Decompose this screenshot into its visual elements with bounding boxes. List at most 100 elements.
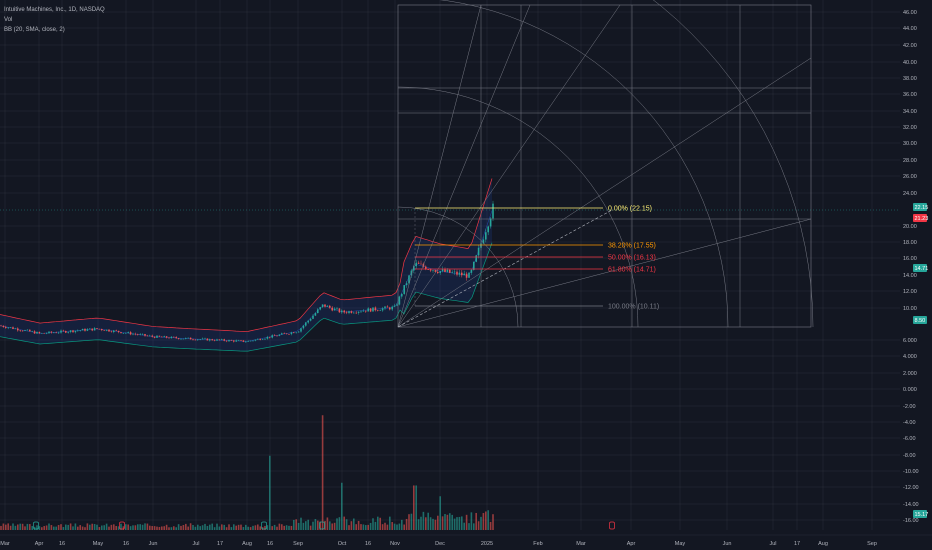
time-axis[interactable]: Mar Apr 16 May 16 Jun Jul 17 Aug 16 Sep Oct 16 Nov Dec… bbox=[0, 534, 932, 547]
candle-body bbox=[276, 335, 278, 337]
candle-body bbox=[91, 328, 93, 331]
volume-bar bbox=[199, 526, 201, 530]
volume-bar bbox=[278, 523, 281, 530]
volume-bar bbox=[91, 523, 93, 530]
volume-bar bbox=[122, 526, 125, 530]
candle-body bbox=[170, 336, 173, 339]
volume-bar bbox=[367, 524, 369, 530]
volume-bar bbox=[9, 525, 12, 530]
volume-bar bbox=[453, 518, 456, 530]
volume-bar bbox=[29, 524, 31, 530]
price-axis[interactable]: 46.00 44.00 42.00 40.00 38.00 36.00 34.00 32.00… bbox=[903, 10, 919, 524]
candle-body bbox=[307, 320, 309, 323]
candle-body bbox=[31, 331, 33, 332]
volume-bar bbox=[127, 524, 129, 530]
candle-body bbox=[336, 308, 338, 310]
candle-body bbox=[317, 309, 319, 314]
candle-body bbox=[218, 339, 221, 341]
price-axis-tick: 34.00 bbox=[903, 109, 917, 115]
candle-body bbox=[93, 328, 96, 331]
gann-arc bbox=[397, 206, 519, 328]
bollinger-upper bbox=[0, 178, 493, 332]
candle-body bbox=[372, 307, 374, 312]
candle-body bbox=[321, 304, 324, 308]
volume-bar bbox=[417, 519, 420, 530]
price-axis-tick: 14.00 bbox=[903, 273, 917, 279]
candle-body bbox=[281, 333, 283, 335]
time-axis-tick: 16 bbox=[123, 541, 129, 547]
price-axis-tick: 2.000 bbox=[903, 371, 917, 377]
candle-body bbox=[381, 308, 384, 311]
volume-bar bbox=[65, 524, 67, 530]
candle-body bbox=[60, 330, 62, 333]
candle-body bbox=[283, 333, 285, 334]
volume-bar bbox=[410, 513, 413, 530]
candle-body bbox=[261, 339, 264, 340]
volume-bar bbox=[161, 526, 163, 530]
candle-body bbox=[201, 338, 204, 340]
candle-body bbox=[331, 307, 333, 311]
candle-body bbox=[461, 272, 463, 276]
price-axis-tick: 30.00 bbox=[903, 141, 917, 147]
volume-bar bbox=[456, 517, 458, 530]
volume-bar bbox=[235, 525, 237, 530]
candle-body bbox=[245, 341, 247, 343]
candle-body bbox=[55, 332, 57, 334]
volume-bar bbox=[336, 518, 338, 530]
gann-arc bbox=[440, 0, 729, 328]
candle-body bbox=[425, 266, 427, 270]
volume-bar bbox=[305, 521, 307, 530]
volume-bar bbox=[197, 524, 199, 530]
volume-bar bbox=[425, 517, 427, 530]
price-axis-tick: 40.00 bbox=[903, 60, 917, 66]
candle-body bbox=[5, 327, 7, 329]
volume-bar bbox=[120, 523, 122, 530]
candle-body bbox=[269, 336, 271, 338]
volume-bar bbox=[343, 516, 345, 530]
candle-body bbox=[446, 269, 449, 272]
volume-bar bbox=[485, 511, 487, 530]
volume-bar bbox=[33, 526, 36, 530]
candle-body bbox=[103, 330, 105, 331]
candle-body bbox=[420, 263, 422, 265]
price-tag-box bbox=[913, 510, 927, 518]
candle-body bbox=[302, 325, 305, 329]
gann-fan-line bbox=[397, 218, 812, 328]
candle-body bbox=[199, 339, 201, 340]
candle-body bbox=[185, 337, 187, 339]
candle-body bbox=[137, 334, 139, 335]
volume-bar bbox=[132, 525, 134, 530]
price-axis-tick: 46.00 bbox=[903, 10, 917, 16]
candle-body bbox=[324, 304, 326, 307]
fib-level-label: 38.20% (17.55) bbox=[608, 243, 656, 250]
candle-body bbox=[444, 269, 446, 272]
volume-bar bbox=[271, 526, 273, 530]
price-axis-tick: -2.00 bbox=[903, 404, 916, 410]
volume-bar bbox=[434, 519, 437, 530]
candle-body bbox=[77, 330, 79, 332]
volume-bar bbox=[129, 526, 132, 530]
price-axis-tick: 26.00 bbox=[903, 174, 917, 180]
time-axis-tick: Jun bbox=[149, 541, 158, 547]
gann-fan-drawing[interactable] bbox=[397, 0, 814, 328]
candle-body bbox=[374, 307, 377, 311]
price-axis-tick: 18.00 bbox=[903, 240, 917, 246]
candle-body bbox=[489, 218, 492, 227]
volume-bar bbox=[177, 524, 180, 530]
candle-body bbox=[360, 311, 362, 313]
price-axis-tick: 38.00 bbox=[903, 76, 917, 82]
fibonacci-retracement[interactable]: 0.00% (22.15) 38.20% (17.55) 50.00% (16.13… bbox=[414, 206, 659, 311]
candle-body bbox=[295, 332, 297, 334]
volume-bar bbox=[422, 511, 425, 530]
volume-bar bbox=[31, 526, 33, 530]
candle-body bbox=[458, 272, 461, 275]
volume-bar bbox=[62, 527, 65, 530]
candle-body bbox=[168, 337, 170, 339]
volume-bar bbox=[261, 527, 264, 530]
candle-body bbox=[338, 308, 341, 313]
volume-bar bbox=[115, 525, 117, 530]
volume-bar bbox=[362, 524, 365, 530]
volume-bar bbox=[38, 526, 41, 530]
volume-bar bbox=[482, 513, 485, 530]
